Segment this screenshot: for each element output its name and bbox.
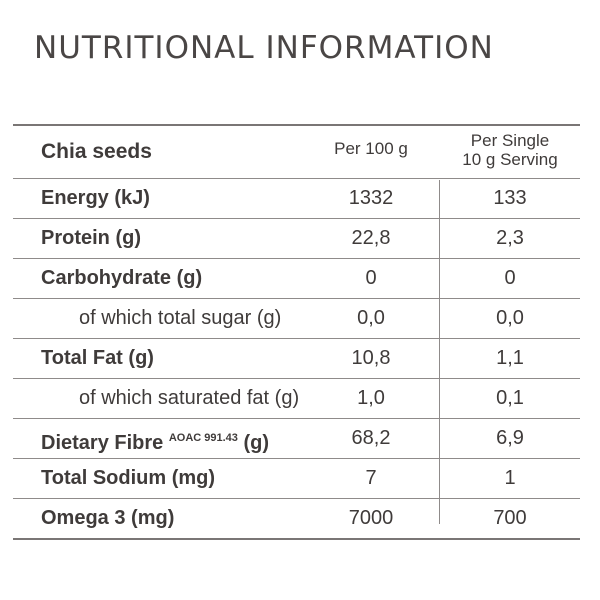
row-label: Energy (kJ): [41, 187, 150, 209]
row-label: Carbohydrate (g): [41, 267, 203, 289]
nutrition-table: Chia seeds Per 100 g Per Single 10 g Ser…: [13, 124, 580, 540]
row-label: Total Sodium (mg): [41, 467, 216, 489]
row-label: Dietary Fibre: [41, 432, 164, 454]
header-per-serving-line1: Per Single: [470, 131, 550, 150]
row-value-per-100g: 1,0: [357, 387, 385, 409]
row-value-per-serving: 1,1: [496, 347, 524, 369]
row-value-per-serving: 0,1: [496, 387, 524, 409]
row-label-superscript: AOAC 991.43: [168, 432, 238, 444]
row-value-per-100g: 22,8: [351, 227, 391, 249]
row-label: of which total sugar (g): [79, 307, 282, 329]
row-value-per-serving: 700: [493, 507, 527, 529]
row-value-per-serving: 6,9: [496, 427, 524, 449]
table-row-total-fat: Total Fat (g) 10,8 1,1: [13, 338, 580, 378]
table-row-carbohydrate: Carbohydrate (g) 0 0: [13, 258, 580, 298]
table-row-energy: Energy (kJ) 1332 133: [13, 178, 580, 218]
row-value-per-100g: 7: [365, 467, 377, 489]
table-row-total-sodium: Total Sodium (mg) 7 1: [13, 458, 580, 498]
row-label: Protein (g): [41, 227, 141, 249]
row-label: Total Fat (g): [41, 347, 154, 369]
table-row-saturated-fat: of which saturated fat (g) 1,0 0,1: [13, 378, 580, 418]
row-value-per-serving: 133: [493, 187, 527, 209]
header-per-serving-line2: 10 g Serving: [462, 150, 558, 169]
row-label-group: Dietary Fibre AOAC 991.43 (g): [41, 419, 269, 458]
row-value-per-serving: 0,0: [496, 307, 524, 329]
header-per-100g: Per 100 g: [334, 139, 408, 158]
row-value-per-serving: 2,3: [496, 227, 524, 249]
table-row-protein: Protein (g) 22,8 2,3: [13, 218, 580, 258]
table-header: Chia seeds Per 100 g Per Single 10 g Ser…: [13, 126, 580, 178]
row-label-suffix: (g): [243, 432, 270, 454]
row-value-per-100g: 7000: [348, 507, 394, 529]
row-value-per-serving: 0: [504, 267, 516, 289]
row-value-per-100g: 68,2: [351, 427, 391, 449]
row-value-per-100g: 1332: [348, 187, 394, 209]
row-value-per-100g: 10,8: [351, 347, 391, 369]
table-row-dietary-fibre: Dietary Fibre AOAC 991.43 (g) 68,2 6,9: [13, 418, 580, 458]
row-value-per-100g: 0: [365, 267, 377, 289]
row-value-per-100g: 0,0: [357, 307, 385, 329]
column-divider: [439, 180, 440, 524]
row-value-per-serving: 1: [504, 467, 516, 489]
row-label: Omega 3 (mg): [41, 507, 175, 529]
header-per-serving: Per Single 10 g Serving: [440, 131, 580, 169]
table-row-total-sugar: of which total sugar (g) 0,0 0,0: [13, 298, 580, 338]
row-label: of which saturated fat (g): [79, 387, 300, 409]
header-product-name: Chia seeds: [41, 140, 152, 163]
table-row-omega-3: Omega 3 (mg) 7000 700: [13, 498, 580, 538]
page-title: NUTRITIONAL INFORMATION: [34, 30, 494, 66]
